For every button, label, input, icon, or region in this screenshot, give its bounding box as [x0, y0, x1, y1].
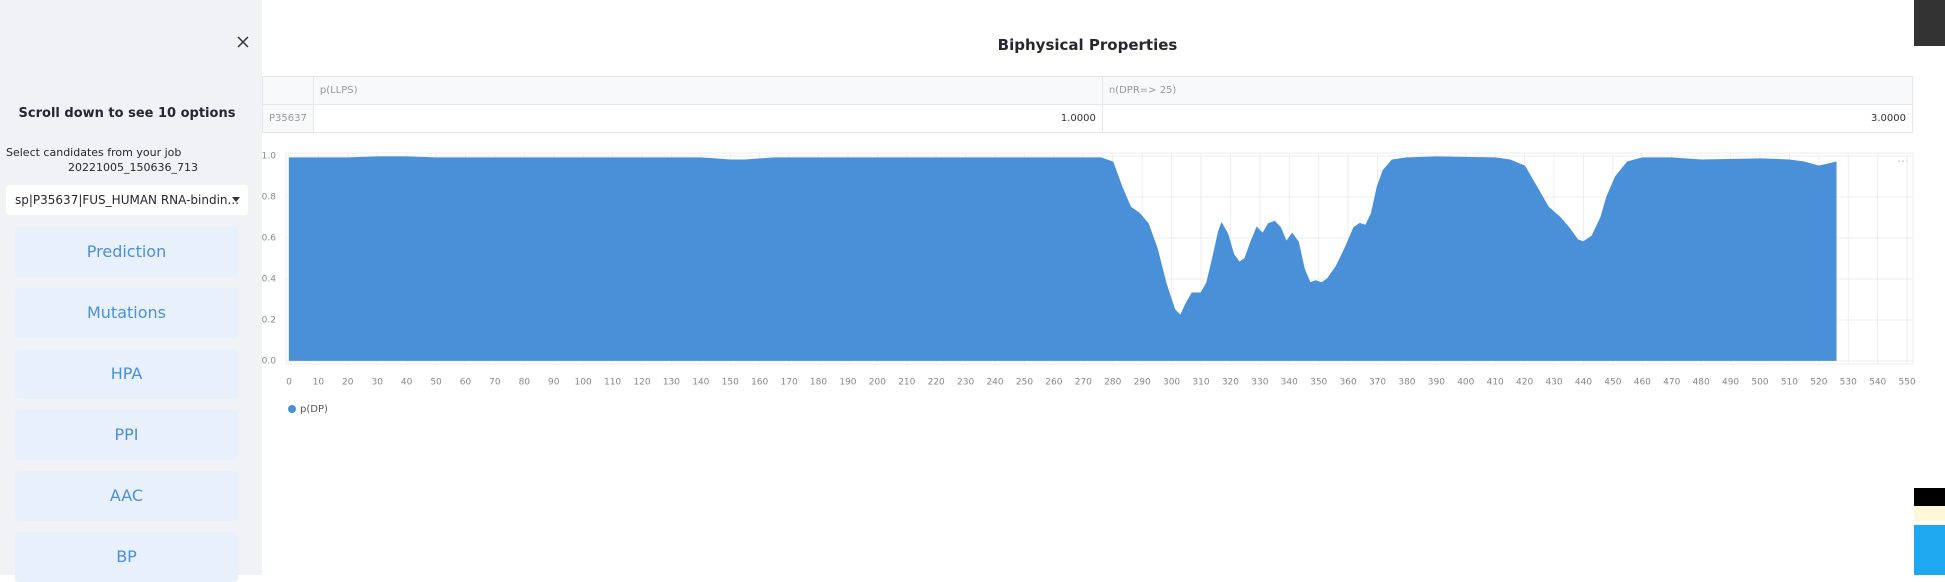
x-tick-label: 420 — [1516, 378, 1533, 388]
x-tick-label: 530 — [1840, 378, 1857, 388]
chart: ··· 0.0 0.2 0.4 0.6 0.8 1.0 0 10 20 30 40 50 60 70 80 9… — [262, 152, 1916, 415]
nav-button[interactable]: Prediction — [15, 227, 238, 277]
column-header: n(DPR=> 25) — [1101, 76, 1914, 105]
x-tick-label: 410 — [1487, 378, 1504, 388]
x-tick-label: 190 — [839, 378, 856, 388]
x-tick-label: 200 — [869, 378, 886, 388]
x-tick-label: 150 — [722, 378, 739, 388]
x-tick-label: 210 — [898, 378, 915, 388]
x-tick-label: 0 — [286, 378, 292, 388]
x-tick-label: 130 — [663, 378, 680, 388]
summary-table: p(LLPS) n(DPR=> 25) P35637 1.0000 3.0000 — [262, 76, 1914, 133]
sidebar: Scroll down to see 10 options Select can… — [0, 0, 262, 582]
corner-block — [1914, 488, 1945, 506]
x-tick-label: 70 — [489, 378, 501, 388]
nav-button[interactable]: HPA — [15, 349, 238, 399]
x-tick-label: 380 — [1398, 378, 1415, 388]
corner-block — [1914, 506, 1945, 521]
x-tick-label: 220 — [928, 378, 945, 388]
cell: 1.0000 — [312, 104, 1103, 133]
x-tick-label: 340 — [1281, 378, 1298, 388]
x-tick-label: 100 — [575, 378, 592, 388]
x-tick-label: 240 — [986, 378, 1003, 388]
x-tick-label: 500 — [1751, 378, 1768, 388]
x-tick-label: 390 — [1428, 378, 1445, 388]
x-tick-label: 170 — [781, 378, 798, 388]
y-tick-label: 0.8 — [262, 193, 276, 203]
x-tick-label: 350 — [1310, 378, 1327, 388]
x-tick-label: 490 — [1722, 378, 1739, 388]
x-tick-label: 360 — [1340, 378, 1357, 388]
legend-label: p(DP) — [300, 404, 328, 415]
x-tick-label: 270 — [1075, 378, 1092, 388]
hint: Scroll down to see 10 options — [18, 106, 236, 121]
y-tick-label: 0.2 — [262, 315, 276, 325]
x-tick-label: 310 — [1192, 378, 1209, 388]
x-tick-label: 510 — [1781, 378, 1798, 388]
x-tick-label: 160 — [751, 378, 768, 388]
x-tick-label: 20 — [342, 378, 354, 388]
x-tick-label: 320 — [1222, 378, 1239, 388]
x-tick-label: 120 — [633, 378, 650, 388]
index-header — [262, 76, 314, 105]
x-tick-label: 480 — [1693, 378, 1710, 388]
area-fill — [288, 157, 1837, 361]
x-tick-label: 60 — [460, 378, 472, 388]
plot-border — [285, 152, 1914, 365]
select-label: Select candidates from your job — [6, 146, 182, 159]
y-tick-label: 1.0 — [262, 152, 276, 162]
nav-button[interactable]: AAC — [15, 471, 238, 521]
x-tick-label: 400 — [1457, 378, 1474, 388]
x-tick-label: 370 — [1369, 378, 1386, 388]
nav-button[interactable]: Mutations — [15, 288, 238, 338]
column-header: p(LLPS) — [312, 76, 1103, 105]
x-tick-label: 440 — [1575, 378, 1592, 388]
x-tick-label: 300 — [1163, 378, 1180, 388]
x-tick-label: 280 — [1104, 378, 1121, 388]
dropdown-caret — [232, 197, 240, 202]
area-line — [288, 156, 1837, 318]
x-tick-label: 470 — [1663, 378, 1680, 388]
x-tick-label: 450 — [1604, 378, 1621, 388]
selected-value: sp|P35637|FUS_HUMAN RNA-bindin... — [15, 193, 239, 207]
x-tick-label: 230 — [957, 378, 974, 388]
y-tick-label: 0.6 — [262, 234, 276, 244]
x-tick-label: 180 — [810, 378, 827, 388]
x-tick-label: 110 — [604, 378, 621, 388]
nav-button[interactable]: BP — [15, 532, 238, 582]
x-tick-label: 250 — [1016, 378, 1033, 388]
x-tick-label: 330 — [1251, 378, 1268, 388]
x-tick-label: 260 — [1045, 378, 1062, 388]
x-tick-label: 30 — [371, 378, 383, 388]
x-tick-label: 520 — [1810, 378, 1827, 388]
x-tick-label: 430 — [1545, 378, 1562, 388]
close-button[interactable] — [236, 35, 250, 49]
candidate-select[interactable]: sp|P35637|FUS_HUMAN RNA-bindin... — [6, 185, 248, 215]
x-tick-label: 540 — [1869, 378, 1886, 388]
x-tick-label: 140 — [692, 378, 709, 388]
row-index: P35637 — [262, 104, 314, 133]
chart-menu[interactable]: ··· — [1897, 155, 1908, 169]
legend-marker — [288, 405, 296, 413]
corner-block — [1914, 0, 1945, 46]
y-tick-label: 0.0 — [262, 356, 276, 366]
x-tick-label: 10 — [313, 378, 325, 388]
x-tick-label: 40 — [401, 378, 413, 388]
nav-button[interactable]: PPI — [15, 410, 238, 460]
y-tick-label: 0.4 — [262, 274, 276, 284]
x-tick-label: 50 — [430, 378, 442, 388]
job-id: 20221005_150636_713 — [68, 161, 198, 174]
x-tick-label: 290 — [1134, 378, 1151, 388]
x-tick-label: 80 — [519, 378, 531, 388]
page-title: Biphysical Properties — [997, 36, 1178, 54]
x-tick-label: 550 — [1899, 378, 1916, 388]
cell: 3.0000 — [1101, 104, 1914, 133]
x-tick-label: 460 — [1634, 378, 1651, 388]
corner-block — [1914, 525, 1945, 575]
x-tick-label: 90 — [548, 378, 560, 388]
